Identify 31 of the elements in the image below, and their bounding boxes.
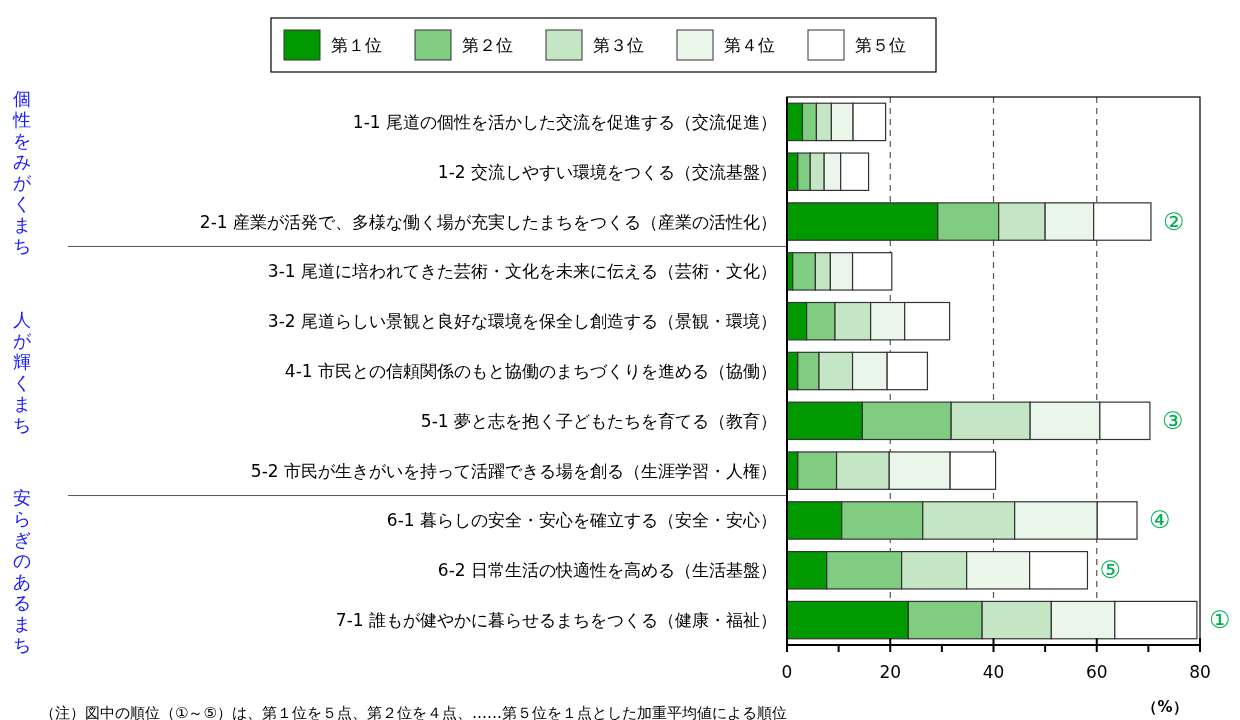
y-tick-label: 3-1 尾道に培われてきた芸術・文化を未来に伝える（芸術・文化） — [267, 261, 777, 282]
x-tick-label: 20 — [879, 662, 902, 682]
x-tick-label: 60 — [1085, 662, 1108, 682]
annotation: ② — [1162, 207, 1185, 236]
y-tick-label: 6-2 日常生活の快適性を高める（生活基盤） — [437, 560, 777, 581]
y-tick-label: 5-1 夢と志を抱く子どもたちを育てる（教育） — [420, 410, 777, 431]
y-tick-label: 5-2 市民が生きがいを持って活躍できる場を創る（生涯学習・人権） — [250, 460, 777, 481]
x-tick-label: 40 — [982, 662, 1005, 682]
x-tick-label: 80 — [1189, 662, 1211, 682]
annotation: ④ — [1149, 506, 1171, 535]
legend-label: 第１位 — [331, 35, 382, 55]
annotation: ① — [1208, 606, 1231, 635]
text: 安らぎのあるまち — [13, 486, 31, 655]
annotation: ③ — [1161, 406, 1184, 435]
text: 個性をみがくまち — [12, 87, 32, 256]
x-tick-label: 0 — [781, 662, 793, 682]
legend-label: 第２位 — [462, 35, 513, 55]
legend-label: 第４位 — [724, 35, 775, 55]
y-tick-label: 2-1 産業が活発で、多様な働く場が充実したまちをつくる（産業の活性化） — [199, 211, 777, 232]
y-tick-label: 7-1 誰もが健やかに暮らせるまちをつくる（健康・福祉） — [335, 610, 777, 631]
y-tick-label: 6-1 暮らしの安全・安心を確立する（安全・安心） — [386, 510, 777, 531]
text: 人が輝くまち — [13, 308, 32, 434]
legend-label: 第３位 — [593, 35, 644, 55]
legend-label: 第５位 — [855, 35, 906, 55]
annotation: ⑤ — [1099, 556, 1121, 585]
text: （注）図中の順位（①～⑤）は、第１位を５点、第２位を４点、……第５位を１点とした加重平均値による順位 — [40, 704, 787, 720]
y-tick-label: 3-2 尾道らしい景観と良好な環境を保全し創造する（景観・環境） — [267, 311, 777, 332]
x-axis-title: （%） — [1142, 698, 1188, 716]
y-tick-label: 4-1 市民との信頼関係のもと協働のまちづくりを進める（協働） — [284, 361, 777, 381]
y-tick-label: 1-2 交流しやすい環境をつくる（交流基盤） — [437, 161, 777, 182]
y-tick-label: 1-1 尾道の個性を活かした交流を促進する（交流促進） — [352, 111, 777, 132]
